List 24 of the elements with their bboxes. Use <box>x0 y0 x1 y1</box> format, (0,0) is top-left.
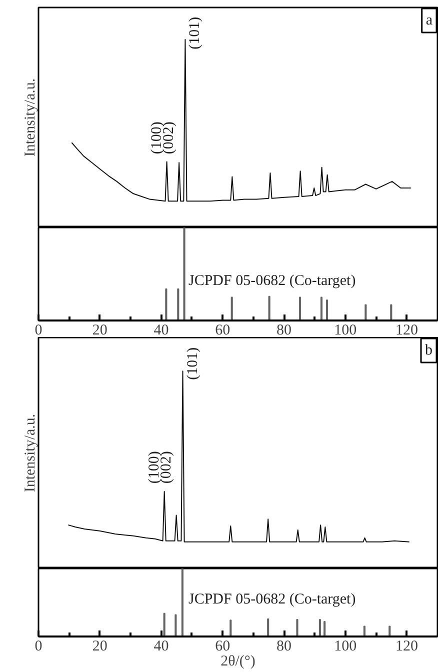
x-tick-label: 120 <box>396 322 418 338</box>
x-tick-label: 100 <box>334 322 357 338</box>
x-tick-label: 0 <box>34 322 42 338</box>
annotation: (101) <box>184 347 201 380</box>
x-tick-label: 80 <box>276 638 292 654</box>
x-axis-title: 2θ/(°) <box>220 654 256 670</box>
x-tick-label: 60 <box>215 322 230 338</box>
annotation: JCPDF 05-0682 (Co-target) <box>188 273 356 289</box>
x-tick-label: 120 <box>396 638 418 654</box>
annotation: (100) <box>146 451 162 484</box>
x-tick-label: 0 <box>34 638 42 654</box>
annotation: JCPDF 05-0682 (Co-target) <box>188 592 356 608</box>
text: b <box>425 342 432 358</box>
x-tick-label: 40 <box>154 322 169 338</box>
x-tick-label: 20 <box>92 638 108 654</box>
y-axis-title: Intensity/a.u. <box>22 414 38 492</box>
x-tick-label: 100 <box>334 638 357 654</box>
text: a <box>426 12 433 28</box>
x-tick-label: 60 <box>215 638 230 654</box>
x-tick-label: 20 <box>92 322 108 338</box>
y-axis-title: Intensity/a.u. <box>22 78 38 157</box>
x-tick-label: 40 <box>154 638 169 654</box>
x-tick-label: 80 <box>276 322 292 338</box>
annotation: (101) <box>187 16 204 50</box>
